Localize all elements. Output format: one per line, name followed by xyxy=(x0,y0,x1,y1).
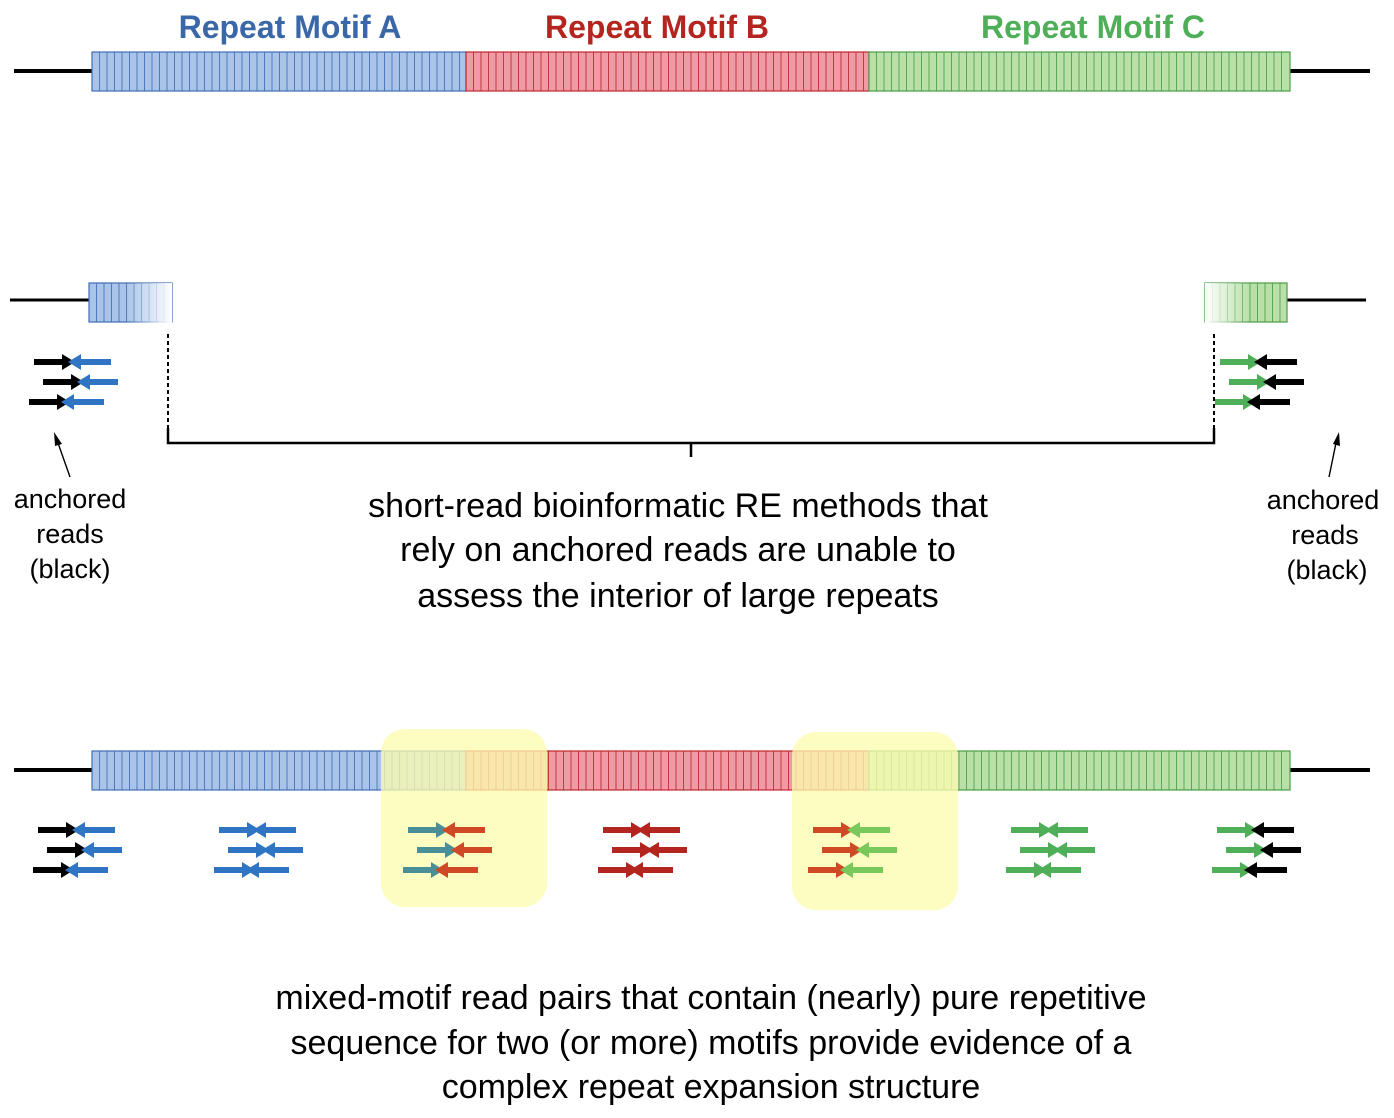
bot-cluster-mixed-ab-rev-read-3 xyxy=(435,862,478,878)
top-motif-a-segment xyxy=(91,51,467,92)
bot-cluster-anchored-right-rev-read-3 xyxy=(1244,862,1287,878)
top-repeat-structure: Repeat Motif A Repeat Motif B Repeat Mot… xyxy=(14,9,1370,92)
bot-cluster-c-rev-read-3 xyxy=(1038,862,1081,878)
bot-cluster-anchored-right-rev-read-1 xyxy=(1251,822,1294,838)
highlight-bc-junction xyxy=(792,732,958,910)
middle-anchored-section: anchored reads (black) anchored reads (b… xyxy=(10,282,1380,615)
mid-cluster-right-rev-read-1 xyxy=(1254,354,1297,370)
mid-cluster-right xyxy=(1215,354,1304,410)
bot-cluster-anchored-right xyxy=(1212,822,1301,878)
motif-b-label: Repeat Motif B xyxy=(545,9,769,45)
left-pointer-arrow xyxy=(54,432,71,478)
left-anchored-label-line1: anchored xyxy=(14,484,127,514)
highlight-ab-junction xyxy=(381,729,547,907)
bot-cluster-c-rev-read-2 xyxy=(1054,842,1095,858)
bottom-caption-line3: complex repeat expansion structure xyxy=(442,1068,981,1106)
bot-cluster-mixed-ab-rev-read-1 xyxy=(442,822,485,838)
motif-c-label: Repeat Motif C xyxy=(981,9,1205,45)
mid-fade-right xyxy=(89,283,172,323)
left-anchored-label-line3: (black) xyxy=(29,554,110,584)
bot-cluster-mixed-ab xyxy=(403,822,492,878)
middle-caption-line3: assess the interior of large repeats xyxy=(417,577,939,615)
bot-cluster-c-rev-read-1 xyxy=(1045,822,1088,838)
bot-cluster-b xyxy=(598,822,687,878)
mid-cluster-left-rev-read-2 xyxy=(77,374,118,390)
bot-cluster-b-rev-read-1 xyxy=(637,822,680,838)
right-anchored-label-line1: anchored xyxy=(1267,485,1380,515)
bot-cluster-anchored-left-rev-read-2 xyxy=(81,842,122,858)
bot-cluster-mixed-bc-rev-read-3 xyxy=(840,862,883,878)
bot-cluster-mixed-bc-rev-read-1 xyxy=(847,822,890,838)
bot-cluster-c xyxy=(1006,822,1095,878)
bot-cluster-anchored-left-rev-read-3 xyxy=(65,862,108,878)
mid-fade-left xyxy=(1205,283,1287,323)
bot-read-pairs xyxy=(33,822,1301,878)
mid-cluster-left xyxy=(29,354,118,410)
bot-cluster-a xyxy=(214,822,303,878)
motif-a-label: Repeat Motif A xyxy=(179,9,402,45)
right-pointer-arrow xyxy=(1328,432,1340,478)
bot-cluster-a-rev-read-3 xyxy=(246,862,289,878)
bot-cluster-mixed-bc xyxy=(808,822,897,878)
bot-cluster-anchored-right-rev-read-2 xyxy=(1260,842,1301,858)
bot-cluster-b-rev-read-2 xyxy=(646,842,687,858)
middle-caption-line1: short-read bioinformatic RE methods that xyxy=(368,487,988,525)
mid-cluster-right-rev-read-2 xyxy=(1263,374,1304,390)
top-motif-c-segment xyxy=(868,51,1291,92)
bot-cluster-anchored-left-rev-read-1 xyxy=(72,822,115,838)
bottom-caption-line2: sequence for two (or more) motifs provid… xyxy=(291,1024,1132,1062)
mid-read-pairs xyxy=(29,354,1304,410)
left-anchored-label-line2: reads xyxy=(36,519,104,549)
mid-cluster-right-rev-read-3 xyxy=(1247,394,1290,410)
right-anchored-label-line2: reads xyxy=(1291,520,1359,550)
bot-cluster-anchored-left xyxy=(33,822,122,878)
mid-cluster-left-rev-read-3 xyxy=(61,394,104,410)
mid-cluster-left-rev-read-1 xyxy=(68,354,111,370)
bot-cluster-mixed-bc-rev-read-2 xyxy=(856,842,897,858)
bottom-mixed-section: mixed-motif read pairs that contain (nea… xyxy=(14,729,1370,1106)
bot-cluster-b-rev-read-3 xyxy=(630,862,673,878)
bot-cluster-a-rev-read-2 xyxy=(262,842,303,858)
middle-caption-line2: rely on anchored reads are unable to xyxy=(400,531,956,569)
top-motif-b-segment xyxy=(465,51,870,92)
bottom-caption-line1: mixed-motif read pairs that contain (nea… xyxy=(275,979,1146,1017)
bot-cluster-mixed-ab-rev-read-2 xyxy=(451,842,492,858)
interior-bracket xyxy=(166,428,1216,457)
right-anchored-label-line3: (black) xyxy=(1286,555,1367,585)
bot-cluster-a-rev-read-1 xyxy=(253,822,296,838)
